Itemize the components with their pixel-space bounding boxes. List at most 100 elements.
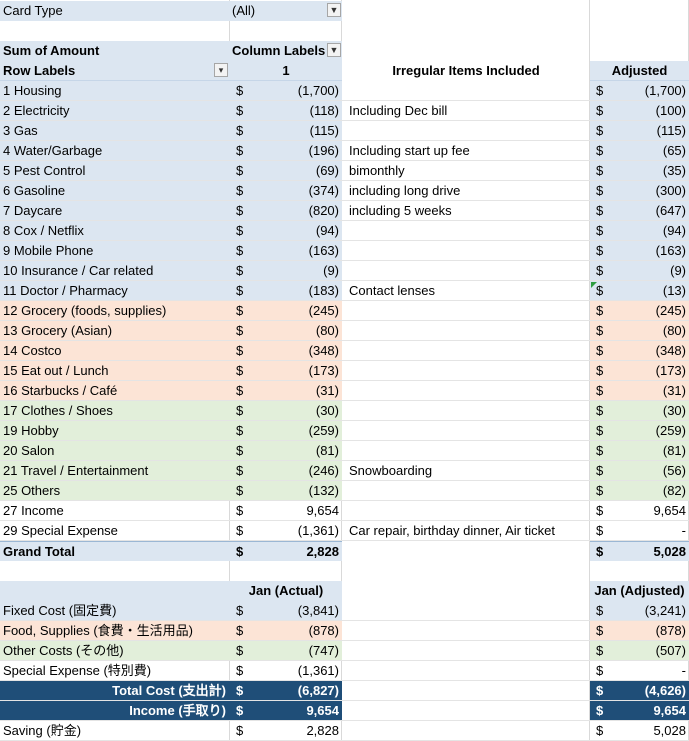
adjusted-cell[interactable]: $ (35) [590,161,689,181]
adjusted-cell[interactable]: $ (9) [590,261,689,281]
note-cell[interactable] [342,481,590,501]
row-label[interactable]: 25 Others [0,481,230,501]
summary-actual-cell[interactable]: $ (3,841) [230,601,342,621]
note-cell[interactable] [342,361,590,381]
row-label[interactable]: 10 Insurance / Car related [0,261,230,281]
amount-cell[interactable]: $ (820) [230,201,342,221]
row-label[interactable]: 27 Income [3,503,64,518]
adjusted-cell[interactable]: $ (259) [590,421,689,441]
amount-cell[interactable]: $ (80) [230,321,342,341]
adjusted-cell[interactable]: $ (30) [590,401,689,421]
row-labels-cell[interactable]: Row Labels ▾ [0,61,230,81]
amount-cell[interactable]: $ (183) [230,281,342,301]
row-label[interactable]: 16 Starbucks / Café [0,381,230,401]
row-label[interactable]: 6 Gasoline [0,181,230,201]
summary-adjusted-cell[interactable]: $ (3,241) [590,601,689,621]
summary-actual-cell[interactable]: $ (878) [230,621,342,641]
row-label[interactable]: 4 Water/Garbage [0,141,230,161]
adjusted-cell[interactable]: $9,654 [590,501,689,521]
note-cell[interactable]: including long drive [349,183,461,198]
amount-cell[interactable]: $ (115) [230,121,342,141]
row-label[interactable]: 5 Pest Control [0,161,230,181]
amount-cell[interactable]: $ (1,361) [230,521,342,541]
summary-label[interactable]: Fixed Cost (固定費) [0,601,230,621]
adjusted-cell[interactable]: $ (173) [590,361,689,381]
note-cell[interactable]: Including Dec bill [349,103,448,118]
row-label[interactable]: 29 Special Expense [3,523,118,538]
dropdown-arrow-icon[interactable]: ▼ [327,43,341,57]
adjusted-cell[interactable]: $ (81) [590,441,689,461]
adjusted-cell[interactable]: $ (163) [590,241,689,261]
amount-cell[interactable]: $ (374) [230,181,342,201]
adjusted-cell[interactable]: $ (80) [590,321,689,341]
summary-adjusted-cell[interactable]: $ (878) [590,621,689,641]
row-label[interactable]: 15 Eat out / Lunch [0,361,230,381]
note-cell[interactable] [342,261,590,281]
adjusted-cell[interactable]: $ (300) [590,181,689,201]
note-cell[interactable]: Including start up fee [349,143,470,158]
amount-cell[interactable]: $ (69) [230,161,342,181]
amount-cell[interactable]: $ (246) [230,461,342,481]
note-cell[interactable]: Snowboarding [349,463,433,478]
row-label[interactable]: 11 Doctor / Pharmacy [0,281,230,301]
row-label[interactable]: 19 Hobby [0,421,230,441]
adjusted-cell[interactable]: $ (245) [590,301,689,321]
row-label[interactable]: 12 Grocery (foods, supplies) [0,301,230,321]
row-label[interactable]: 7 Daycare [0,201,230,221]
note-cell[interactable] [342,341,590,361]
row-label[interactable]: 17 Clothes / Shoes [0,401,230,421]
summary-actual-cell[interactable]: $2,828 [230,721,342,741]
amount-cell[interactable]: $ (81) [230,441,342,461]
adjusted-cell[interactable]: $ (100) [590,101,689,121]
summary-label[interactable]: Total Cost (支出計) [0,681,230,701]
row-label[interactable]: 3 Gas [0,121,230,141]
note-cell[interactable]: Car repair, birthday dinner, Air ticket [349,523,555,538]
note-cell[interactable]: bimonthly [349,163,405,178]
summary-adjusted-cell[interactable]: $ (4,626) [590,681,689,701]
amount-cell[interactable]: $ (1,700) [230,81,342,101]
adjusted-cell[interactable]: $ (65) [590,141,689,161]
note-cell[interactable] [342,401,590,421]
summary-label[interactable]: Saving (貯金) [3,723,82,738]
adjusted-cell[interactable]: $ (82) [590,481,689,501]
adjusted-cell[interactable]: $ (348) [590,341,689,361]
summary-label[interactable]: Income (手取り) [0,701,230,721]
amount-cell[interactable]: $ (94) [230,221,342,241]
summary-actual-cell[interactable]: $ (1,361) [230,661,342,681]
summary-adjusted-cell[interactable]: $ (507) [590,641,689,661]
note-cell[interactable] [342,381,590,401]
summary-actual-cell[interactable]: $ (747) [230,641,342,661]
summary-label[interactable]: Special Expense (特別費) [3,663,152,678]
note-cell[interactable]: Contact lenses [349,283,435,298]
amount-cell[interactable]: $ (118) [230,101,342,121]
note-cell[interactable] [342,321,590,341]
adjusted-cell[interactable]: $ (647) [590,201,689,221]
amount-cell[interactable]: $ (132) [230,481,342,501]
summary-adjusted-cell[interactable]: $9,654 [590,701,689,721]
row-label[interactable]: 14 Costco [0,341,230,361]
row-label[interactable]: 9 Mobile Phone [0,241,230,261]
note-cell[interactable] [342,121,590,141]
row-label[interactable]: 21 Travel / Entertainment [0,461,230,481]
row-label[interactable]: 8 Cox / Netflix [0,221,230,241]
amount-cell[interactable]: $ (348) [230,341,342,361]
row-label[interactable]: 13 Grocery (Asian) [0,321,230,341]
summary-adjusted-cell[interactable]: $ - [590,661,689,681]
amount-cell[interactable]: $9,654 [230,501,342,521]
filter-value-cell[interactable]: (All) ▼ [230,1,342,21]
adjusted-cell[interactable]: $ - [590,521,689,541]
row-label[interactable]: 20 Salon [0,441,230,461]
amount-cell[interactable]: $ (245) [230,301,342,321]
note-cell[interactable] [342,241,590,261]
adjusted-cell[interactable]: $ (31) [590,381,689,401]
summary-label[interactable]: Food, Supplies (食費・生活用品) [0,621,230,641]
note-cell[interactable] [342,81,590,101]
note-cell[interactable] [342,501,590,521]
adjusted-cell[interactable]: $ (1,700) [590,81,689,101]
note-cell[interactable] [342,301,590,321]
adjusted-cell[interactable]: $ (56) [590,461,689,481]
summary-adjusted-cell[interactable]: $5,028 [590,721,689,741]
column-labels-cell[interactable]: Column Labels ▼ [230,41,342,61]
note-cell[interactable]: including 5 weeks [349,203,452,218]
note-cell[interactable] [342,221,590,241]
